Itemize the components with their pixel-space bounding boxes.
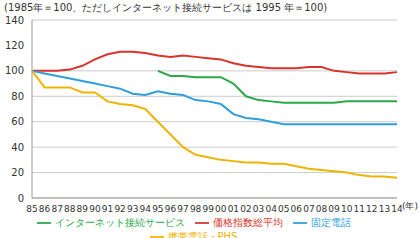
svg-text:120: 120 (8, 40, 24, 51)
html-text:固定電話: 固定電話 (310, 217, 351, 228)
svg-text:86: 86 (39, 204, 51, 214)
svg-text:97: 97 (177, 204, 188, 214)
svg-text:00: 00 (215, 204, 227, 214)
svg-text:05: 05 (278, 204, 289, 214)
svg-text:98: 98 (190, 204, 202, 214)
svg-text:06: 06 (291, 204, 303, 214)
svg-text:09: 09 (328, 204, 340, 214)
svg-text:12: 12 (366, 204, 377, 214)
svg-text:14: 14 (391, 204, 403, 214)
html-text:(1985年＝100、ただしインターネット接続サービスは 1: (1985年＝100、ただしインターネット接続サービスは 1995 年＝100) (4, 2, 328, 13)
svg-text:89: 89 (77, 204, 89, 214)
svg-text:100: 100 (8, 65, 24, 76)
svg-text:20: 20 (11, 167, 24, 178)
svg-text:88: 88 (64, 204, 76, 214)
svg-text:94: 94 (140, 204, 152, 214)
svg-text:85: 85 (26, 204, 37, 214)
svg-text:140: 140 (8, 15, 24, 26)
svg-text:0: 0 (18, 193, 24, 204)
svg-text:90: 90 (89, 204, 101, 214)
svg-text:99: 99 (202, 204, 214, 214)
html-text:価格指数総平均: 価格指数総平均 (212, 217, 283, 228)
svg-text:01: 01 (228, 204, 239, 214)
svg-text:95: 95 (152, 204, 163, 214)
svg-text:93: 93 (127, 204, 138, 214)
svg-text:11: 11 (354, 204, 365, 214)
svg-text:91: 91 (102, 204, 113, 214)
svg-text:96: 96 (165, 204, 177, 214)
svg-text:92: 92 (114, 204, 125, 214)
svg-text:80: 80 (11, 91, 24, 102)
svg-text:60: 60 (11, 116, 24, 127)
svg-text:07: 07 (303, 204, 314, 214)
svg-text:04: 04 (265, 204, 277, 214)
svg-text:40: 40 (11, 142, 24, 153)
svg-text:10: 10 (341, 204, 353, 214)
html-text:(年): (年) (402, 201, 418, 211)
svg-text:02: 02 (240, 204, 251, 214)
html-text:インターネット接続サービス: インターネット接続サービス (54, 217, 185, 228)
svg-text:03: 03 (253, 204, 264, 214)
svg-text:08: 08 (316, 204, 328, 214)
svg-text:87: 87 (51, 204, 62, 214)
svg-text:13: 13 (379, 204, 390, 214)
